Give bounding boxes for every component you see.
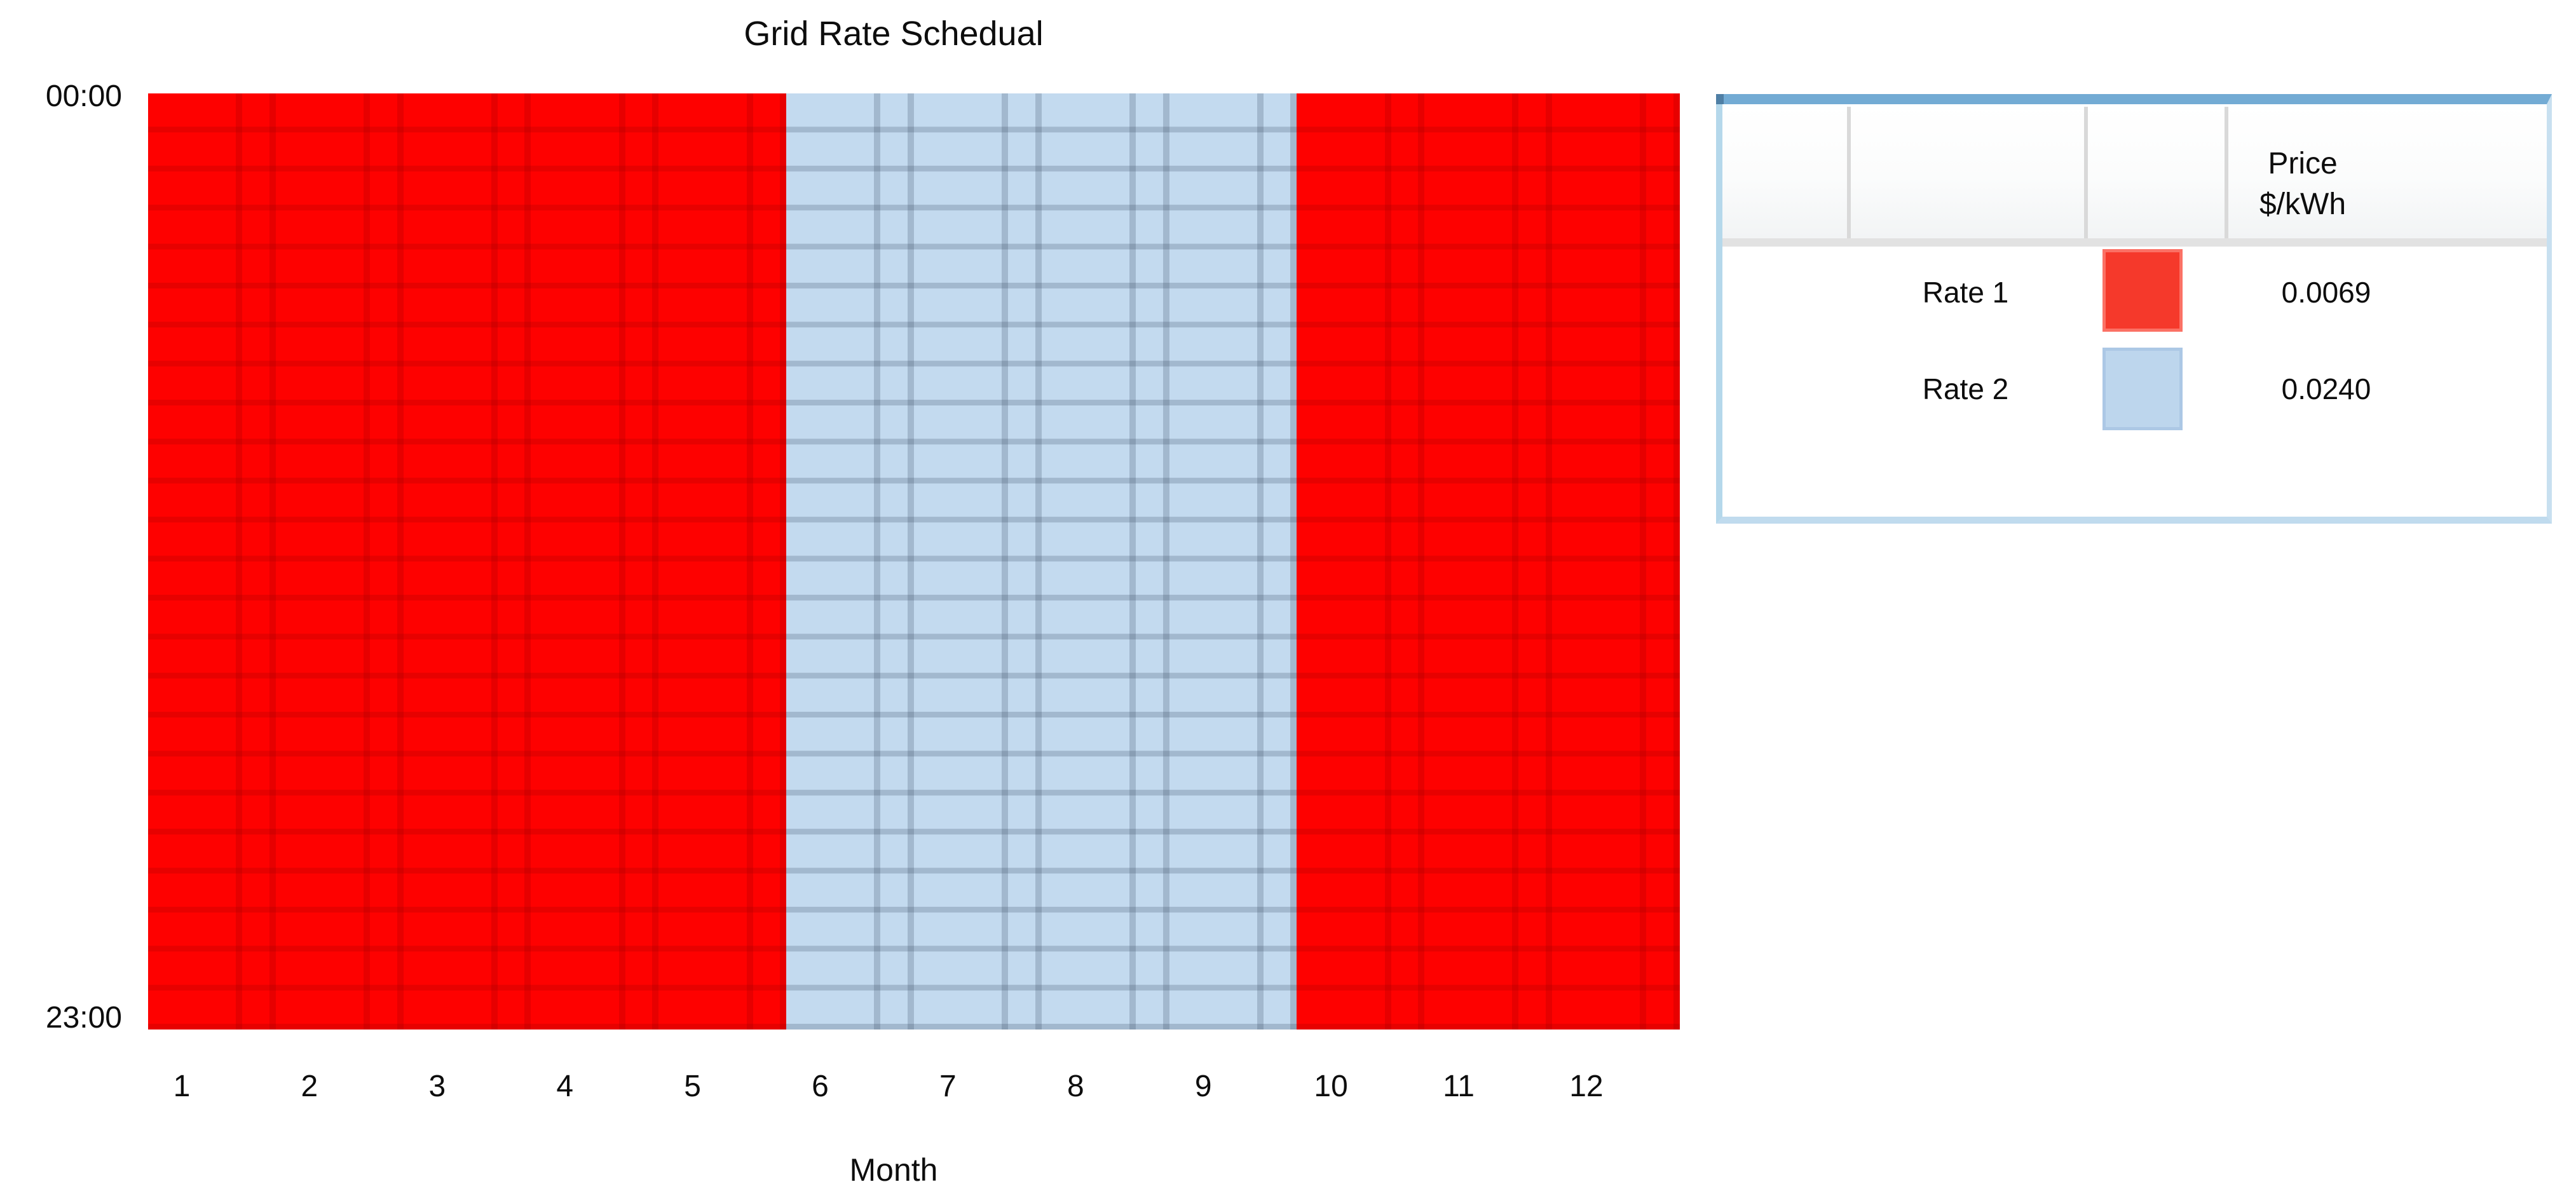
month-boundary-line (1673, 93, 1680, 1030)
panel-corner-decoration (1716, 94, 1724, 104)
x-tick-label-2: 2 (301, 1070, 318, 1103)
legend-header-rule (1722, 238, 2547, 247)
x-tick-label-7: 7 (939, 1070, 957, 1103)
month-column-9 (1169, 93, 1297, 1030)
month-boundary-line (1290, 93, 1297, 1030)
legend-header-background (1722, 104, 2547, 238)
x-tick-label-6: 6 (812, 1070, 829, 1103)
month-boundary-line (1546, 93, 1553, 1030)
rate-schedule-heatmap (148, 93, 1680, 1030)
legend-row-price: 0.0240 (2281, 372, 2371, 405)
legend-header-separator (2084, 107, 2088, 238)
month-column-5 (658, 93, 787, 1030)
weekday-weekend-divider-line (1257, 93, 1264, 1030)
month-boundary-line (524, 93, 531, 1030)
month-boundary-line (1035, 93, 1042, 1030)
month-column-6 (786, 93, 914, 1030)
legend-row-price: 0.0069 (2281, 276, 2371, 309)
weekday-weekend-divider-line (746, 93, 753, 1030)
month-column-1 (148, 93, 276, 1030)
x-tick-label-1: 1 (173, 1070, 191, 1103)
month-boundary-line (1162, 93, 1169, 1030)
weekday-weekend-divider-line (236, 93, 243, 1030)
price-column-header: Price $/kWh (2259, 144, 2346, 225)
legend-row-label: Rate 1 (1922, 276, 2009, 309)
x-tick-label-12: 12 (1569, 1070, 1604, 1103)
weekday-weekend-divider-line (364, 93, 371, 1030)
x-tick-label-4: 4 (556, 1070, 574, 1103)
y-axis-label-top: 00:00 (45, 79, 122, 113)
weekday-weekend-divider-line (618, 93, 625, 1030)
month-column-12 (1552, 93, 1680, 1030)
x-tick-label-11: 11 (1443, 1070, 1475, 1103)
weekday-weekend-divider-line (1129, 93, 1136, 1030)
weekday-weekend-divider-line (874, 93, 881, 1030)
month-column-8 (1041, 93, 1169, 1030)
y-axis-label-bottom: 23:00 (45, 1001, 122, 1035)
legend-header-separator (1847, 107, 1851, 238)
weekday-weekend-divider-line (1512, 93, 1519, 1030)
month-boundary-line (1418, 93, 1425, 1030)
x-tick-label-3: 3 (428, 1070, 446, 1103)
x-tick-label-10: 10 (1314, 1070, 1348, 1103)
price-header-line1: Price (2268, 147, 2338, 180)
price-header-line2: $/kWh (2259, 187, 2347, 221)
month-boundary-line (780, 93, 787, 1030)
x-tick-label-8: 8 (1067, 1070, 1084, 1103)
rate-legend-panel: Price $/kWh Rate 1 0.0069 Rate 2 0.0240 (1716, 94, 2552, 524)
weekday-weekend-divider-line (1640, 93, 1647, 1030)
x-axis-title: Month (849, 1152, 938, 1188)
x-tick-label-9: 9 (1194, 1070, 1212, 1103)
rate2-color-swatch (2102, 348, 2183, 430)
month-boundary-line (907, 93, 914, 1030)
legend-header-separator (2225, 107, 2228, 238)
month-boundary-line (652, 93, 659, 1030)
month-boundary-line (397, 93, 404, 1030)
chart-title: Grid Rate Schedual (744, 15, 1044, 53)
month-column-3 (403, 93, 531, 1030)
weekday-weekend-divider-line (1384, 93, 1391, 1030)
x-tick-label-5: 5 (684, 1070, 701, 1103)
month-boundary-line (269, 93, 276, 1030)
month-column-2 (275, 93, 404, 1030)
weekday-weekend-divider-line (491, 93, 498, 1030)
rate1-color-swatch (2102, 249, 2183, 332)
month-column-7 (913, 93, 1042, 1030)
month-column-11 (1424, 93, 1553, 1030)
weekday-weekend-divider-line (1002, 93, 1009, 1030)
month-column-10 (1297, 93, 1425, 1030)
legend-row-label: Rate 2 (1922, 372, 2009, 405)
month-column-4 (531, 93, 659, 1030)
